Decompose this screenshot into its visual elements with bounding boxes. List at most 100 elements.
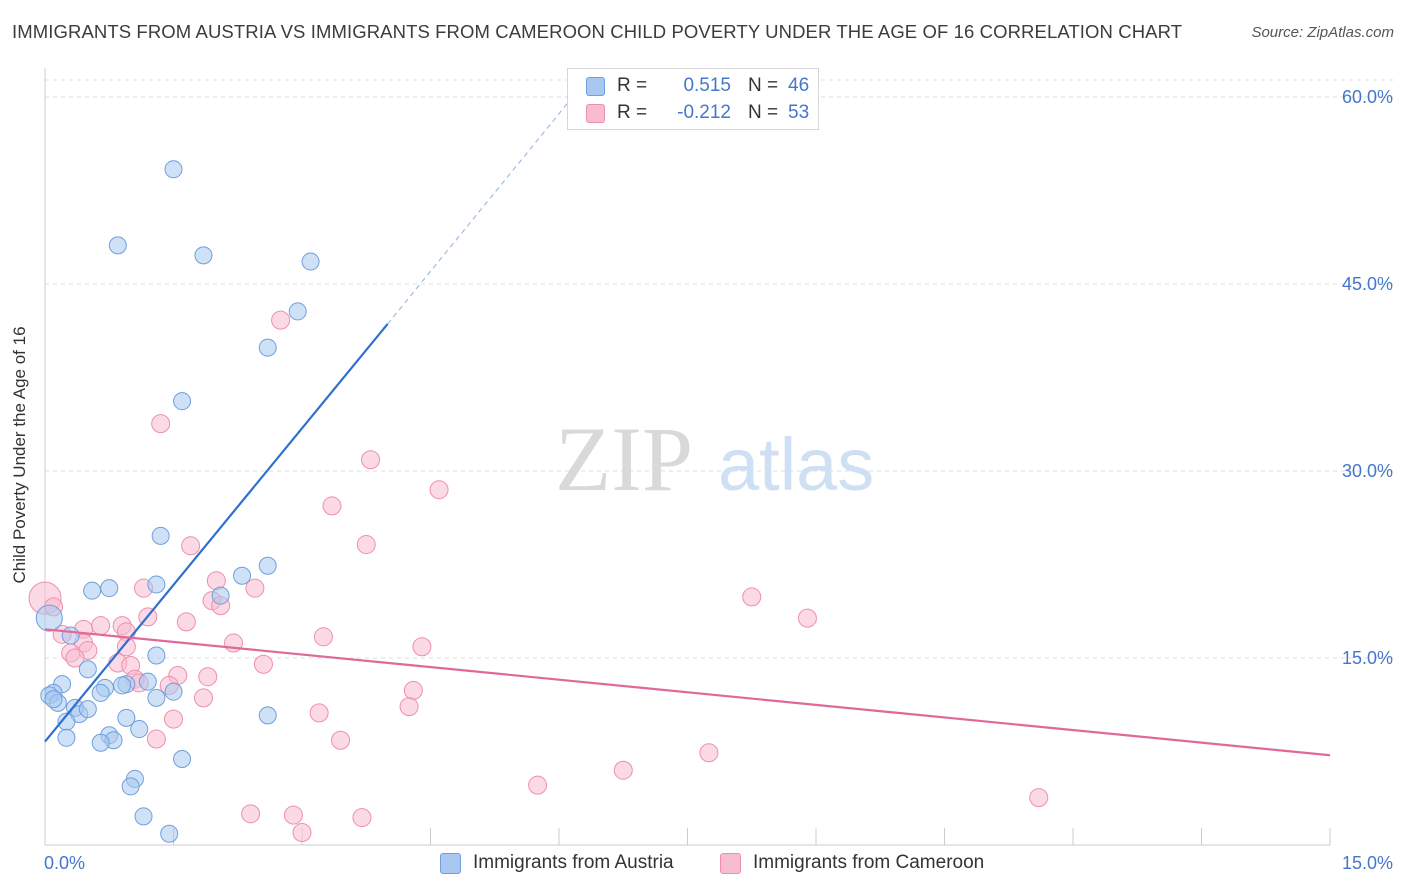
cameroon-point <box>331 730 351 750</box>
y-tick-label: 15.0% <box>1342 648 1393 668</box>
chart-title: IMMIGRANTS FROM AUSTRIA VS IMMIGRANTS FR… <box>12 21 1183 42</box>
legend-swatch-cameroon <box>586 104 605 123</box>
austria-point <box>147 575 166 594</box>
austria-point <box>164 682 183 701</box>
austria-point <box>130 720 149 739</box>
austria-point <box>91 733 110 752</box>
austria-point <box>78 660 97 679</box>
bottom-legend-label-cameroon: Immigrants from Cameroon <box>753 852 985 873</box>
austria-point <box>173 749 192 768</box>
austria-point <box>108 236 127 255</box>
legend-swatch-austria <box>586 77 605 96</box>
cameroon-point <box>1029 788 1049 808</box>
austria-point <box>100 579 119 598</box>
watermark-atlas: atlas <box>718 423 874 506</box>
cameroon-point <box>429 480 449 500</box>
watermark: ZIP atlas <box>555 408 874 510</box>
x-tick-label: 15.0% <box>1342 853 1393 873</box>
cameroon-point <box>198 667 218 687</box>
legend-n-label: N = <box>748 75 779 96</box>
x-tick-label: 0.0% <box>44 853 85 873</box>
y-axis-label: Child Poverty Under the Age of 16 <box>10 326 29 584</box>
cameroon-point <box>313 627 333 647</box>
cameroon-point <box>742 587 762 607</box>
tick-labels: 15.0% 30.0% 45.0% 60.0% 0.0% 15.0% <box>44 87 1393 873</box>
austria-point <box>147 646 166 665</box>
austria-point <box>173 392 192 411</box>
y-tick-label: 45.0% <box>1342 274 1393 294</box>
austria-point <box>121 777 140 796</box>
austria-point <box>147 688 166 707</box>
cameroon-point <box>164 709 183 729</box>
austria-trend-line <box>44 323 389 743</box>
y-tick-label: 30.0% <box>1342 461 1393 481</box>
cameroon-point <box>65 648 85 668</box>
cameroon-point <box>352 808 372 828</box>
austria-point <box>138 672 157 691</box>
source-label: Source: ZipAtlas.com <box>1251 24 1394 41</box>
cameroon-point <box>412 637 432 657</box>
bottom-legend-swatch-austria <box>440 853 461 874</box>
austria-point <box>194 246 213 265</box>
cameroon-point <box>283 805 303 825</box>
cameroon-point <box>271 310 291 330</box>
austria-point <box>91 683 110 702</box>
cameroon-point <box>245 578 265 598</box>
legend-n-value-austria: 46 <box>788 75 810 96</box>
austria-point <box>151 526 170 545</box>
cameroon-point <box>241 804 261 824</box>
cameroon-point <box>146 729 166 749</box>
legend-n-value-cameroon: 53 <box>788 102 810 123</box>
cameroon-point <box>361 450 381 470</box>
cameroon-point <box>528 775 548 795</box>
austria-point <box>134 807 153 826</box>
legend-r-value-austria: 0.515 <box>683 75 731 96</box>
cameroon-point <box>151 414 171 434</box>
austria-point <box>288 302 307 321</box>
legend-r-label: R = <box>617 75 648 96</box>
series-austria-points <box>35 160 320 843</box>
austria-trend-extension <box>387 102 569 325</box>
cameroon-point <box>176 612 196 632</box>
austria-point <box>35 604 63 632</box>
austria-point <box>44 690 63 709</box>
austria-point <box>78 700 97 719</box>
cameroon-point <box>322 496 342 516</box>
cameroon-point <box>292 823 312 843</box>
watermark-zip: ZIP <box>555 408 693 510</box>
cameroon-point <box>356 535 376 555</box>
trend-lines <box>44 102 1331 757</box>
cameroon-point <box>309 703 329 723</box>
cameroon-point <box>193 688 213 708</box>
legend-r-label: R = <box>617 102 648 123</box>
austria-point <box>61 626 80 645</box>
austria-point <box>160 824 179 843</box>
legend-n-label: N = <box>748 102 779 123</box>
austria-point <box>211 586 230 605</box>
cameroon-point <box>399 697 419 717</box>
austria-point <box>117 708 136 727</box>
bottom-legend-label-austria: Immigrants from Austria <box>473 852 674 873</box>
cameroon-point <box>253 654 273 674</box>
austria-point <box>258 706 277 725</box>
cameroon-point <box>403 680 423 700</box>
cameroon-point <box>797 608 817 628</box>
austria-point <box>233 566 252 585</box>
cameroon-point <box>699 743 719 763</box>
austria-point <box>258 338 277 357</box>
austria-point <box>113 676 132 695</box>
austria-point <box>83 581 102 600</box>
cameroon-point <box>181 536 201 556</box>
austria-point <box>164 160 183 179</box>
correlation-legend: R = 0.515 N = 46 R = -0.212 N = 53 <box>567 68 819 130</box>
cameroon-point <box>116 637 136 657</box>
bottom-legend-swatch-cameroon <box>720 853 741 874</box>
cameroon-point <box>613 760 633 780</box>
legend-r-value-cameroon: -0.212 <box>677 102 731 123</box>
austria-point <box>57 728 76 747</box>
austria-point <box>301 252 320 271</box>
austria-point <box>258 556 277 575</box>
cameroon-point <box>91 616 111 636</box>
y-tick-label: 60.0% <box>1342 87 1393 107</box>
